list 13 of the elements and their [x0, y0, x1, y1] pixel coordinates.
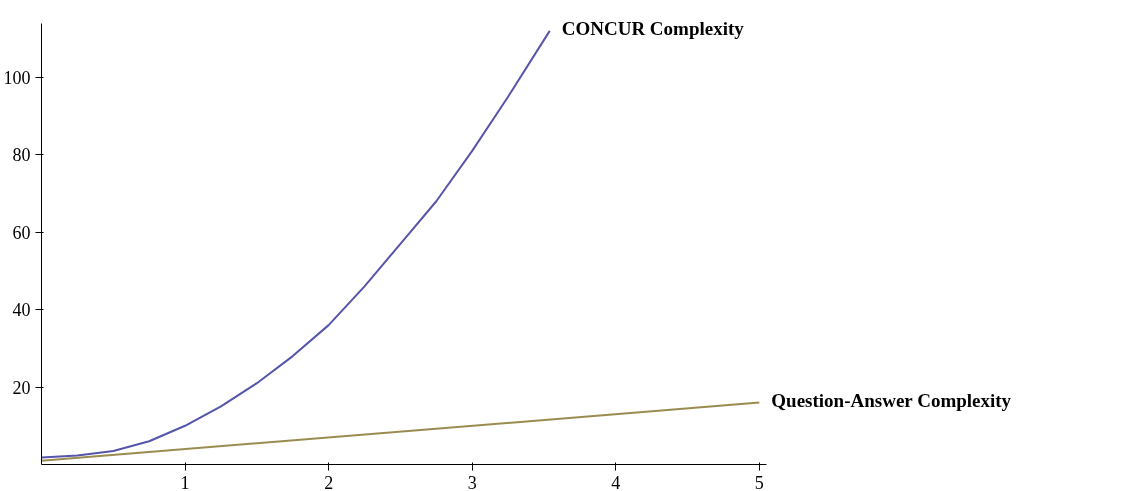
y-tick-label: 100 — [3, 67, 31, 88]
series-label: Question-Answer Complexity — [771, 389, 1012, 411]
y-tick-label: 60 — [12, 222, 31, 243]
y-tick-label: 20 — [12, 377, 31, 398]
x-tick-label: 1 — [180, 472, 190, 491]
y-tick-label: 40 — [12, 300, 31, 321]
series-label: CONCUR Complexity — [561, 17, 745, 39]
y-tick-label: 80 — [12, 145, 31, 166]
x-tick-label: 2 — [324, 472, 334, 491]
x-tick-label: 4 — [611, 472, 621, 491]
x-tick-label: 3 — [467, 472, 477, 491]
x-tick-label: 5 — [754, 472, 764, 491]
line-series — [41, 29, 551, 459]
